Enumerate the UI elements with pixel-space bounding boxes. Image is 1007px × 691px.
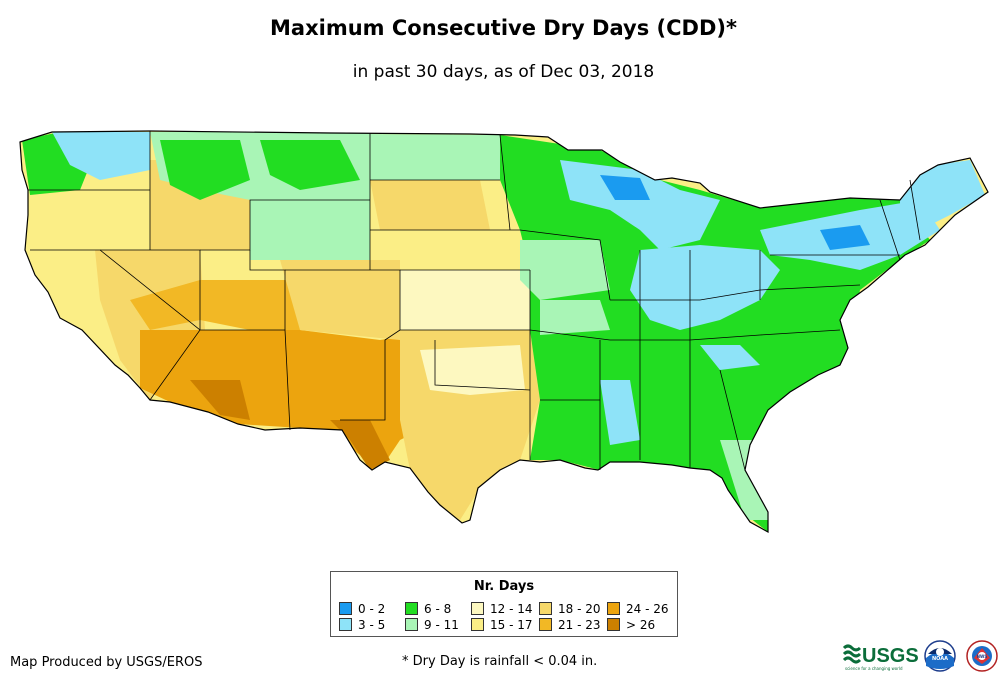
legend-item: 9 - 11 bbox=[405, 618, 459, 632]
legend-label: 21 - 23 bbox=[558, 618, 601, 632]
legend-swatch bbox=[405, 602, 418, 615]
legend-item: 12 - 14 bbox=[471, 602, 533, 616]
legend-item: 18 - 20 bbox=[539, 602, 601, 616]
legend-title: Nr. Days bbox=[473, 579, 535, 594]
legend-label: 12 - 14 bbox=[490, 602, 533, 616]
legend-swatch bbox=[339, 618, 352, 631]
legend-swatch bbox=[607, 618, 620, 631]
noaa-logo: NOAA bbox=[924, 640, 956, 672]
cdd-shading bbox=[20, 131, 988, 532]
map-credit: Map Produced by USGS/EROS bbox=[10, 655, 203, 670]
legend-label: 0 - 2 bbox=[358, 602, 386, 616]
legend-swatch bbox=[471, 602, 484, 615]
usgs-tagline: science for a changing world bbox=[845, 666, 903, 671]
noaa-wordmark: NOAA bbox=[932, 656, 948, 662]
legend-item: 3 - 5 bbox=[339, 618, 385, 632]
legend-item: 6 - 8 bbox=[405, 602, 451, 616]
legend-swatch bbox=[339, 602, 352, 615]
nws-wordmark: NWS bbox=[977, 654, 988, 659]
map-subtitle: in past 30 days, as of Dec 03, 2018 bbox=[352, 62, 655, 82]
nws-logo: NWS bbox=[966, 640, 998, 672]
legend-label: > 26 bbox=[626, 618, 656, 632]
legend-swatch bbox=[539, 602, 552, 615]
legend-item: 24 - 26 bbox=[607, 602, 669, 616]
legend-label: 3 - 5 bbox=[358, 618, 386, 632]
agency-logos: USGS science for a changing world NOAA N… bbox=[842, 640, 998, 672]
map-title: Maximum Consecutive Dry Days (CDD)* bbox=[270, 16, 737, 40]
usgs-wordmark: USGS bbox=[862, 645, 919, 667]
legend-item: 21 - 23 bbox=[539, 618, 601, 632]
legend-item: 15 - 17 bbox=[471, 618, 533, 632]
legend-label: 6 - 8 bbox=[424, 602, 452, 616]
legend-swatch bbox=[539, 618, 552, 631]
legend-label: 24 - 26 bbox=[626, 602, 669, 616]
legend-label: 9 - 11 bbox=[424, 618, 459, 632]
legend-swatch bbox=[471, 618, 484, 631]
legend-item: 0 - 2 bbox=[339, 602, 385, 616]
legend-box: Nr. Days 0 - 2 3 - 5 6 - 8 9 - 11 12 - 1… bbox=[330, 571, 678, 637]
legend-item: > 26 bbox=[607, 618, 655, 632]
usgs-logo: USGS science for a changing world bbox=[842, 644, 919, 671]
state-boundaries bbox=[28, 131, 921, 471]
legend-label: 18 - 20 bbox=[558, 602, 601, 616]
legend-swatch bbox=[405, 618, 418, 631]
us-outline bbox=[19, 130, 989, 534]
dry-day-footnote: * Dry Day is rainfall < 0.04 in. bbox=[402, 654, 598, 669]
legend-label: 15 - 17 bbox=[490, 618, 533, 632]
legend-swatch bbox=[607, 602, 620, 615]
